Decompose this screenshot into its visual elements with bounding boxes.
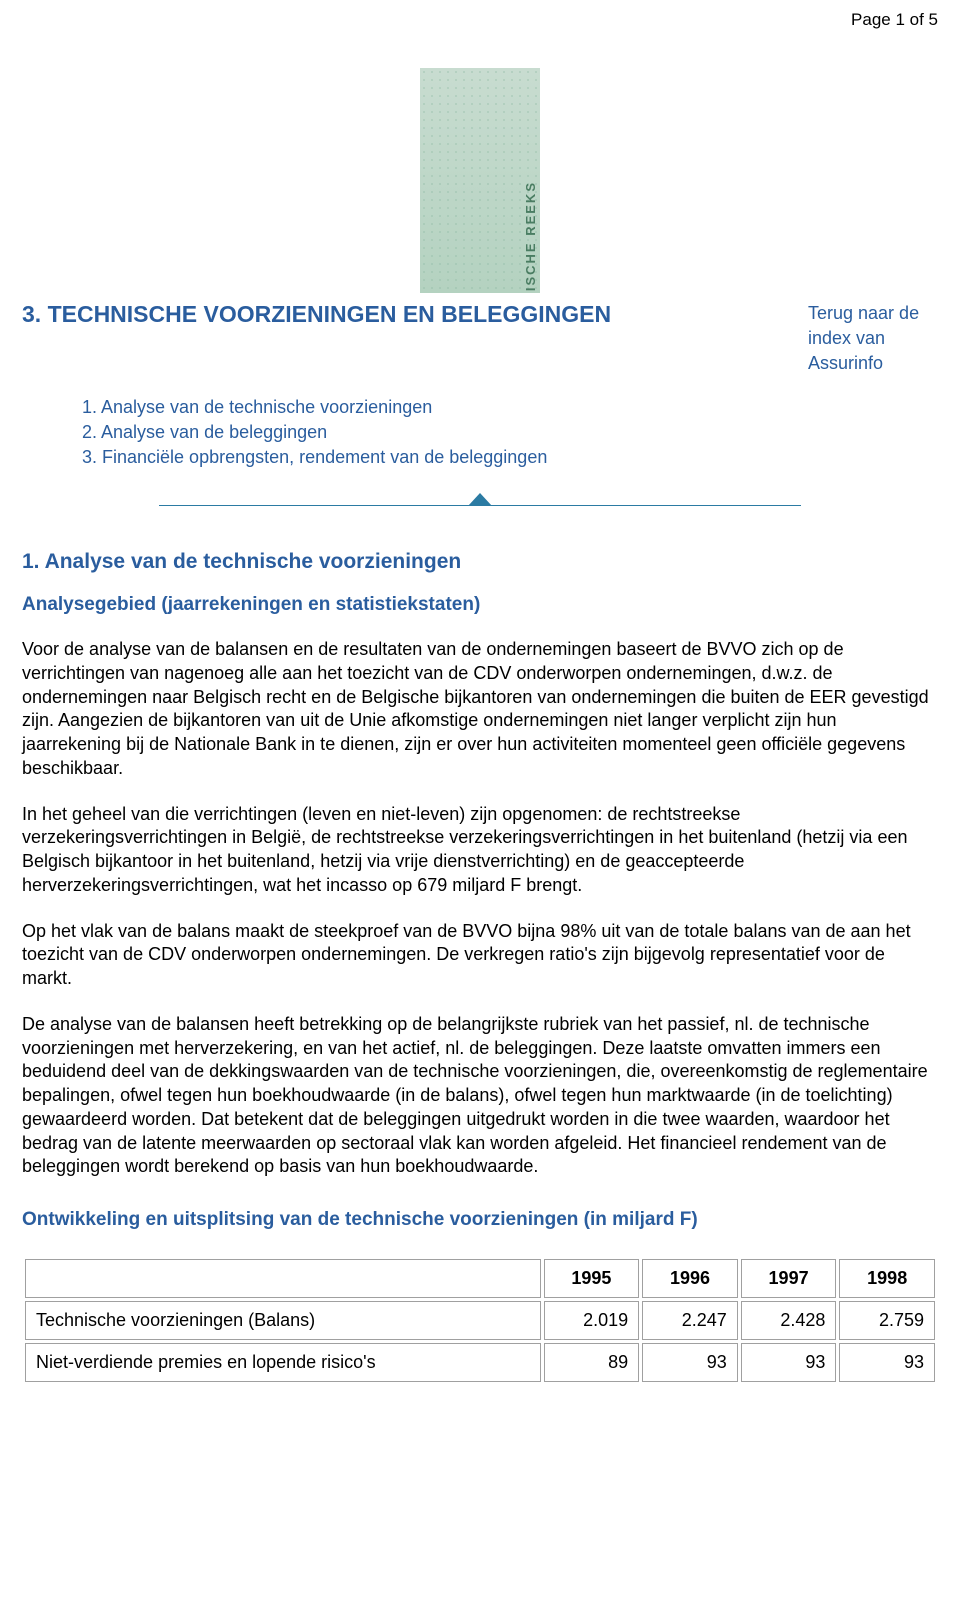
table-cell: 2.428 [741, 1301, 837, 1340]
back-to-index-link[interactable]: Terug naar de index van Assurinfo [808, 301, 938, 377]
table-heading: Ontwikkeling en uitsplitsing van de tech… [22, 1209, 938, 1231]
page-title: 3. TECHNISCHE VOORZIENINGEN EN BELEGGING… [22, 301, 788, 328]
table-cell: 93 [839, 1343, 935, 1382]
section-1-heading: 1. Analyse van de technische voorziening… [22, 550, 938, 574]
up-arrow-icon[interactable] [468, 493, 492, 506]
section-1-subheading: Analysegebied (jaarrekeningen en statist… [22, 594, 938, 616]
table-header-year: 1998 [839, 1259, 935, 1298]
table-cell: 2.247 [642, 1301, 738, 1340]
toc-item-3[interactable]: 3. Financiële opbrengsten, rendement van… [82, 445, 938, 470]
table-header-empty [25, 1259, 541, 1298]
table-cell: 93 [642, 1343, 738, 1382]
table-cell: 2.019 [544, 1301, 640, 1340]
provisions-table: 1995 1996 1997 1998 Technische voorzieni… [22, 1256, 938, 1385]
table-cell: 93 [741, 1343, 837, 1382]
table-header-year: 1995 [544, 1259, 640, 1298]
table-cell: 2.759 [839, 1301, 935, 1340]
paragraph: Op het vlak van de balans maakt de steek… [22, 920, 938, 991]
toc-item-2[interactable]: 2. Analyse van de beleggingen [82, 420, 938, 445]
table-row: Niet-verdiende premies en lopende risico… [25, 1343, 935, 1382]
paragraph: In het geheel van die verrichtingen (lev… [22, 803, 938, 898]
table-header-row: 1995 1996 1997 1998 [25, 1259, 935, 1298]
table-row: Technische voorzieningen (Balans) 2.019 … [25, 1301, 935, 1340]
paragraph: Voor de analyse van de balansen en de re… [22, 638, 938, 781]
table-of-contents: 1. Analyse van de technische voorziening… [82, 395, 938, 471]
table-row-label: Technische voorzieningen (Balans) [25, 1301, 541, 1340]
page-number: Page 1 of 5 [851, 10, 938, 30]
table-header-year: 1997 [741, 1259, 837, 1298]
toc-item-1[interactable]: 1. Analyse van de technische voorziening… [82, 395, 938, 420]
paragraph: De analyse van de balansen heeft betrekk… [22, 1013, 938, 1179]
table-row-label: Niet-verdiende premies en lopende risico… [25, 1343, 541, 1382]
table-cell: 89 [544, 1343, 640, 1382]
series-banner: STATISTISCHE REEKS [420, 68, 540, 293]
table-header-year: 1996 [642, 1259, 738, 1298]
banner-label: STATISTISCHE REEKS [523, 181, 538, 294]
section-divider [159, 495, 800, 515]
